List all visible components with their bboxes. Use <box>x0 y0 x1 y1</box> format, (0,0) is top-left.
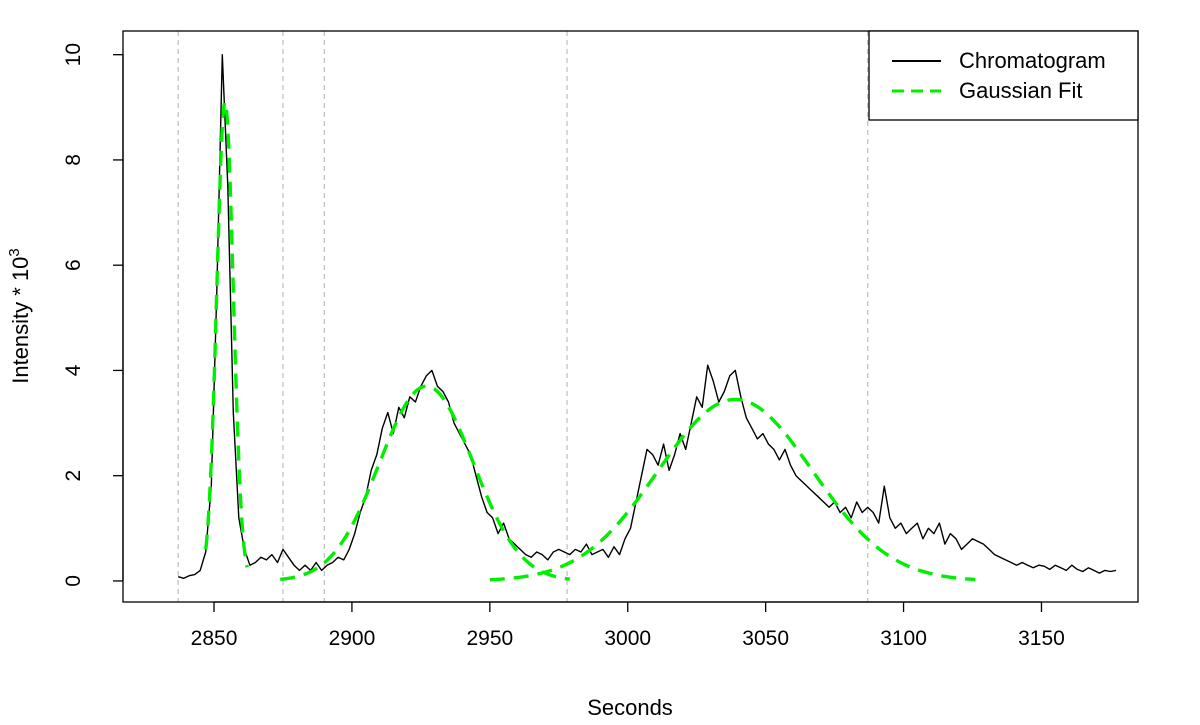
x-tick-label-1: 2900 <box>329 627 376 650</box>
legend-box <box>868 30 1139 121</box>
x-tick-label-5: 3100 <box>880 627 927 650</box>
y-tick-label-1: 2 <box>62 470 85 482</box>
series-line-gaussian-fit-2 <box>489 397 976 582</box>
y-tick-label-3: 6 <box>62 259 85 271</box>
x-axis-title: Seconds <box>587 695 673 720</box>
y-tick-label-5: 10 <box>62 43 85 66</box>
y-axis-title-main: Intensity * 10 <box>8 257 33 384</box>
series-line-chromatogram <box>178 54 1117 579</box>
y-tick-label-0: 0 <box>62 575 85 587</box>
x-tick-label-2: 2950 <box>466 627 513 650</box>
y-tick-label-4: 8 <box>62 154 85 166</box>
y-axis-title-superscript: 3 <box>6 248 23 256</box>
legend-label-gaussian-fit: Gaussian Fit <box>959 78 1083 103</box>
x-tick-label-4: 3050 <box>742 627 789 650</box>
x-tick-label-6: 3150 <box>1018 627 1065 650</box>
y-axis: 0 2 4 6 8 10 <box>62 43 124 587</box>
vertical-guides <box>177 31 869 602</box>
legend-label-chromatogram: Chromatogram <box>959 48 1106 73</box>
series-layer <box>178 54 1117 582</box>
x-tick-label-0: 2850 <box>191 627 238 650</box>
series-line-gaussian-fit-0 <box>204 99 249 568</box>
legend: Chromatogram Gaussian Fit <box>868 30 1139 121</box>
y-tick-label-2: 4 <box>62 364 85 376</box>
y-axis-title: Intensity * 103 <box>6 248 33 384</box>
x-tick-label-3: 3000 <box>604 627 651 650</box>
x-axis: 2850 2900 2950 3000 3050 3100 3150 <box>191 601 1065 650</box>
series-line-gaussian-fit-1 <box>280 384 570 582</box>
